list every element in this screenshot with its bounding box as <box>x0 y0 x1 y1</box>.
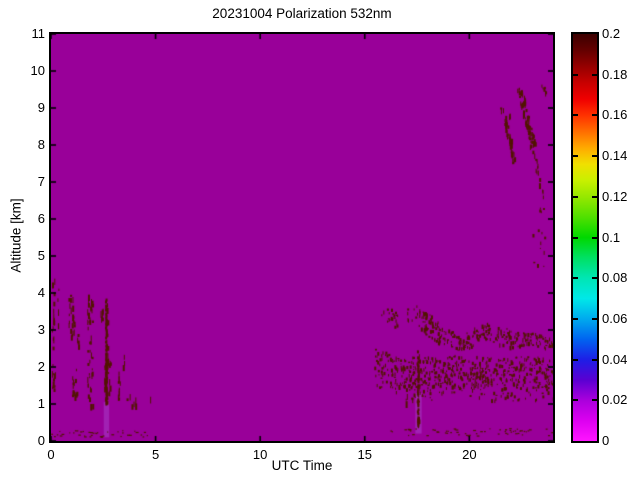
y-tick-label: 4 <box>37 285 45 300</box>
y-tick-label: 8 <box>37 137 45 152</box>
y-tick-label: 2 <box>37 359 45 374</box>
colorbar-tick-label: 0.1 <box>602 229 621 245</box>
y-axis-label: Altitude [km] <box>8 198 24 273</box>
x-tick-label: 20 <box>462 447 477 462</box>
colorbar-tick <box>573 358 578 361</box>
colorbar-tick <box>573 114 578 117</box>
y-tick-label: 6 <box>37 211 45 226</box>
colorbar-tick <box>592 236 597 239</box>
x-tick-label: 5 <box>151 447 160 462</box>
colorbar-tick-label: 0.04 <box>602 351 628 367</box>
y-tick-label: 3 <box>37 322 45 337</box>
y-tick-label: 7 <box>37 174 45 189</box>
heatmap-canvas <box>51 34 553 441</box>
y-tick-label: 1 <box>37 396 45 411</box>
colorbar-tick-label: 0.2 <box>602 26 621 41</box>
y-tick-label: 9 <box>37 100 45 115</box>
colorbar-tick <box>592 277 597 280</box>
y-tick-label: 5 <box>37 248 45 263</box>
colorbar-tick <box>573 195 578 198</box>
colorbar-tick <box>592 73 597 76</box>
colorbar-tick <box>592 358 597 361</box>
x-tick-label: 10 <box>252 447 268 462</box>
colorbar-tick-label: 0.14 <box>602 148 628 164</box>
x-tick-label: 15 <box>357 447 372 462</box>
x-axis-label: UTC Time <box>271 458 333 473</box>
x-tick-label: 0 <box>47 447 55 462</box>
colorbar-tick-label: 0.06 <box>602 310 628 326</box>
colorbar-tick-label: 0.12 <box>602 188 628 204</box>
colorbar-tick <box>592 114 597 117</box>
colorbar-tick <box>573 277 578 280</box>
colorbar-tick <box>573 155 578 158</box>
colorbar-tick <box>573 73 578 76</box>
colorbar-tick-label: 0.02 <box>602 392 628 408</box>
colorbar-tick <box>573 236 578 239</box>
colorbar-tick-label: 0.16 <box>602 107 628 123</box>
colorbar-tick <box>592 317 597 320</box>
y-tick-label: 10 <box>30 63 45 78</box>
colorbar-tick <box>592 195 597 198</box>
y-tick-label: 0 <box>37 433 45 448</box>
colorbar-tick-label: 0 <box>602 433 610 448</box>
colorbar-tick-label: 0.08 <box>602 270 628 286</box>
y-tick-label: 11 <box>31 26 46 41</box>
colorbar <box>571 32 599 443</box>
colorbar-tick <box>573 399 578 402</box>
colorbar-tick-label: 0.18 <box>602 66 628 82</box>
colorbar-tick <box>592 399 597 402</box>
colorbar-tick <box>573 317 578 320</box>
chart-title: 20231004 Polarization 532nm <box>212 6 392 21</box>
colorbar-tick <box>592 155 597 158</box>
